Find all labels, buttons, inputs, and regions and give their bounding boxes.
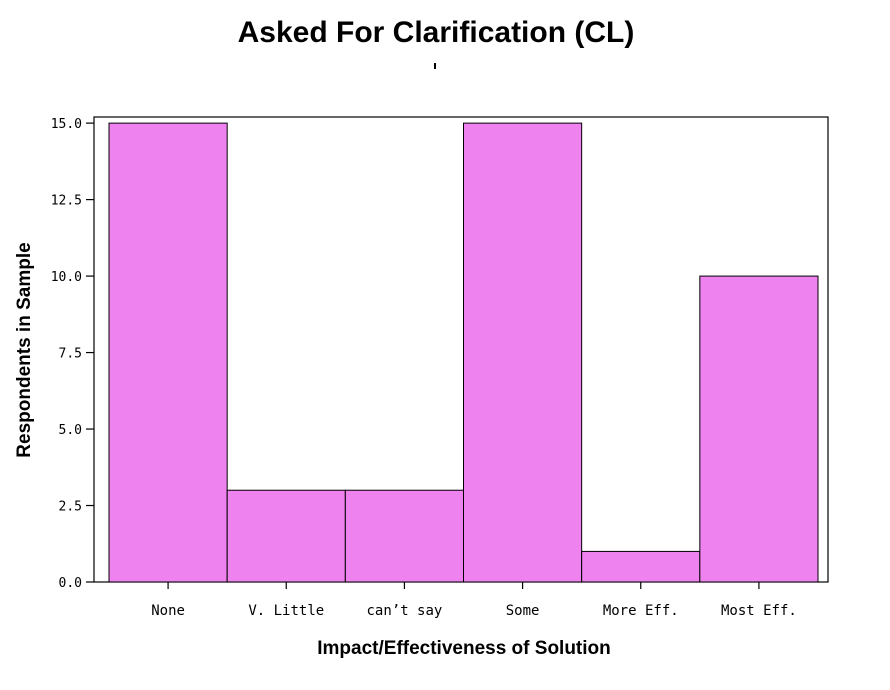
- y-tick-label: 7.5: [59, 347, 82, 362]
- x-tick-label: can’t say: [366, 603, 442, 619]
- x-tick-label: V. Little: [248, 603, 324, 619]
- x-axis-label: Impact/Effectiveness of Solution: [317, 638, 611, 659]
- y-tick-label: 2.5: [59, 500, 82, 515]
- y-tick-label: 15.0: [51, 117, 82, 132]
- y-tick-label: 10.0: [51, 270, 82, 285]
- y-axis: 0.0 2.5 5.0 7.5 10.0 12.5 15.0: [51, 117, 94, 591]
- bars-group: [108, 122, 819, 583]
- bar-5: [699, 275, 819, 583]
- bar-1: [226, 489, 346, 583]
- chart-title: Asked For Clarification (CL): [238, 16, 635, 49]
- y-axis-label: Respondents in Sample: [14, 242, 35, 457]
- x-tick-label: Some: [506, 603, 540, 619]
- x-tick-label: More Eff.: [603, 603, 679, 619]
- bar-2: [344, 489, 465, 583]
- x-axis: None V. Little can’t say Some More Eff. Most …: [151, 582, 797, 619]
- y-tick-label: 12.5: [51, 194, 82, 209]
- bar-0: [108, 122, 228, 583]
- x-tick-label: None: [151, 603, 185, 619]
- y-tick-label: 5.0: [59, 423, 82, 438]
- bar-4: [581, 550, 701, 583]
- bar-3: [463, 122, 583, 583]
- x-tick-label: Most Eff.: [721, 603, 797, 619]
- y-tick-label: 0.0: [59, 576, 82, 591]
